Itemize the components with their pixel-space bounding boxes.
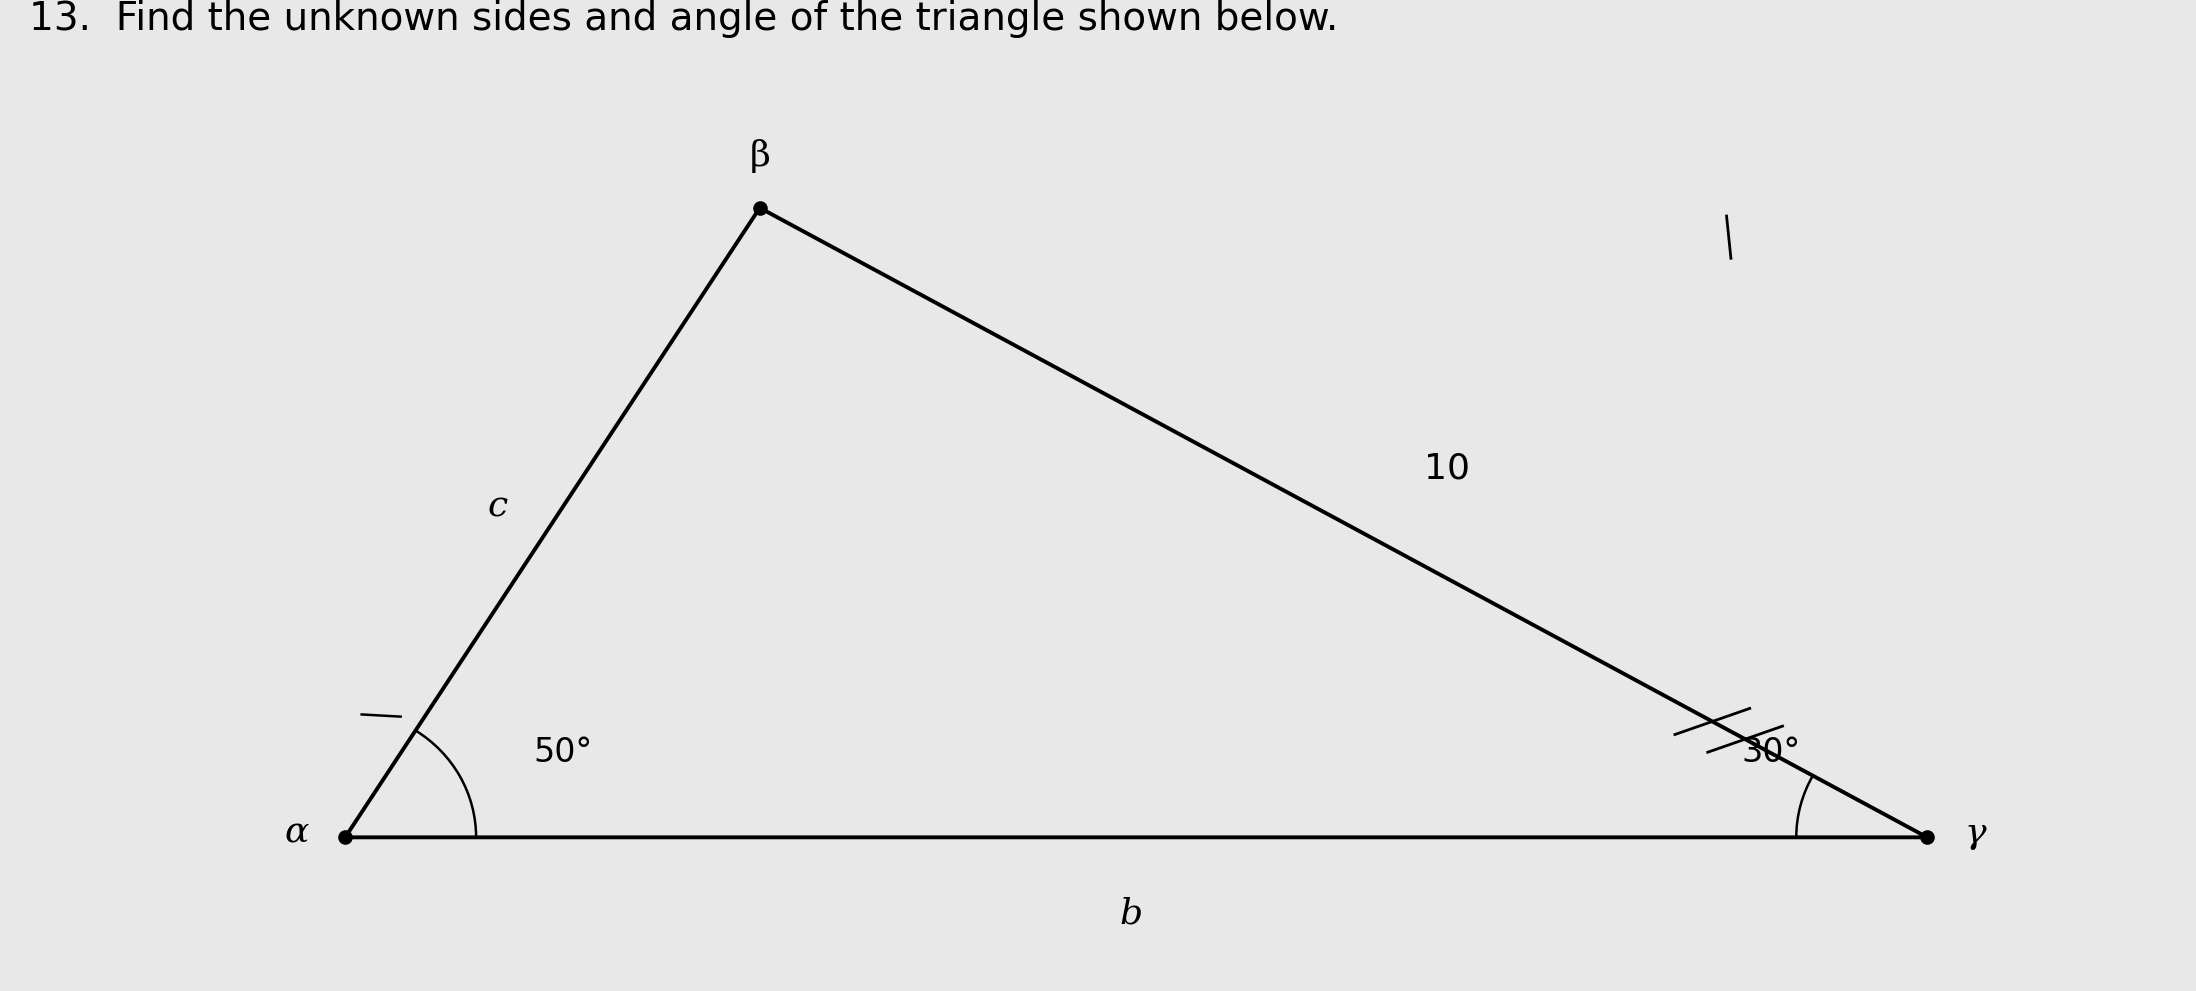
Text: β: β (749, 139, 771, 172)
Text: 30°: 30° (1741, 735, 1801, 769)
Text: 13.  Find the unknown sides and angle of the triangle shown below.: 13. Find the unknown sides and angle of … (29, 0, 1337, 38)
Point (742, 200, 777, 216)
Text: b: b (1120, 896, 1142, 931)
Text: 50°: 50° (534, 735, 593, 769)
Text: 10: 10 (1425, 451, 1469, 486)
Point (327, 829, 362, 845)
Text: γ: γ (1965, 816, 1985, 849)
Text: c: c (488, 489, 507, 523)
Point (1911, 829, 1946, 845)
Text: α: α (285, 816, 310, 849)
